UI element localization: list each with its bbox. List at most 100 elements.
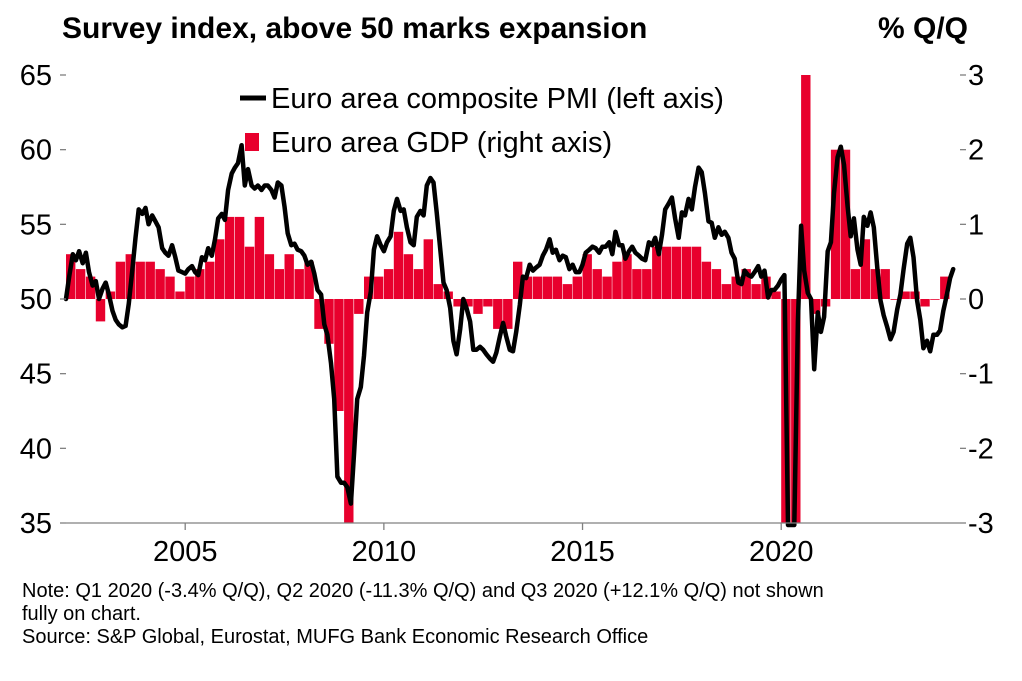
gdp-bar [701, 261, 712, 299]
gdp-bar [860, 239, 871, 299]
x-axis-tick-label: 2020 [749, 536, 814, 568]
gdp-bar [811, 299, 821, 314]
gdp-bar [453, 299, 463, 307]
right-axis-tick-label: -1 [968, 359, 994, 391]
gdp-bar [622, 254, 632, 299]
gdp-bar [493, 299, 503, 329]
gdp-bar [373, 276, 384, 299]
gdp-bar [731, 276, 741, 299]
gdp-bar [115, 261, 126, 299]
gdp-bar [771, 291, 781, 299]
gdp-bar [185, 276, 195, 299]
gdp-bar [433, 284, 443, 299]
right-axis-tick-label: 2 [968, 135, 984, 167]
gdp-bar [830, 149, 841, 299]
gdp-bar [284, 254, 294, 299]
gdp-bar [274, 269, 284, 299]
gdp-bar [532, 276, 543, 299]
right-axis-title: % Q/Q [877, 12, 968, 45]
gdp-bar [562, 284, 573, 299]
gdp-bar [691, 246, 702, 299]
gdp-bar [552, 276, 563, 299]
legend-bar-swatch [245, 133, 259, 151]
gdp-bar [900, 291, 910, 299]
gdp-bar [513, 261, 523, 299]
note-line-2: fully on chart. [22, 603, 141, 625]
gdp-bar [662, 246, 672, 299]
gdp-bar [473, 299, 483, 314]
gdp-bar [542, 276, 553, 299]
x-axis-tick-label: 2005 [153, 536, 218, 568]
gdp-bar [940, 276, 950, 299]
gdp-bar [354, 299, 364, 314]
gdp-bar [602, 276, 612, 299]
gdp-bar [671, 246, 682, 299]
source-line: Source: S&P Global, Eurostat, MUFG Bank … [22, 626, 649, 648]
axes: 35 40 45 50 55 60 65 -3 -2 -1 0 1 2 3 2005 2010 2015 2020 [20, 60, 994, 568]
gdp-bar [721, 284, 731, 299]
gdp-bar [850, 269, 861, 299]
legend-label-pmi: Euro area composite PMI (left axis) [271, 83, 724, 115]
gdp-bar [324, 299, 334, 344]
gdp-bar [314, 299, 324, 329]
gdp-bar [890, 299, 900, 300]
gdp-bar [741, 269, 751, 299]
gdp-bar [423, 239, 433, 299]
right-axis-tick-label: 0 [968, 284, 984, 316]
gdp-bar [294, 269, 304, 299]
gdp-bar [463, 299, 473, 307]
pmi-line [63, 142, 956, 528]
gdp-bar [681, 246, 692, 299]
gdp-bar [135, 261, 145, 299]
gdp-bar [582, 254, 592, 299]
gdp-bar [632, 269, 642, 299]
gdp-bar [304, 261, 314, 299]
gdp-bar [711, 269, 722, 299]
chart-title: Survey index, above 50 marks expansion [62, 12, 648, 45]
right-axis-tick-label: -3 [968, 508, 994, 540]
gdp-bar [801, 75, 811, 299]
left-axis-tick-label: 65 [20, 60, 52, 92]
gdp-bar [383, 269, 394, 299]
gdp-bar [920, 299, 930, 307]
gdp-bar [254, 216, 265, 299]
gdp-bar [572, 276, 582, 299]
x-axis-tick-label: 2010 [352, 536, 417, 568]
gdp-bar [522, 276, 533, 299]
gdp-bar [95, 299, 106, 322]
right-axis-tick-label: -2 [968, 433, 994, 465]
gdp-bar [592, 269, 602, 299]
gdp-bar [642, 269, 652, 299]
left-axis-tick-label: 40 [20, 433, 52, 465]
gdp-bar [413, 269, 424, 299]
gdp-bar [264, 254, 275, 299]
gdp-bar [751, 284, 761, 299]
gdp-bar [224, 216, 235, 299]
note-line-1: Note: Q1 2020 (-3.4% Q/Q), Q2 2020 (-11.… [22, 580, 824, 602]
gdp-bar [155, 269, 165, 299]
gdp-bar [145, 261, 155, 299]
gdp-bar [880, 269, 890, 299]
left-axis-tick-label: 50 [20, 284, 52, 316]
left-axis-tick-label: 60 [20, 135, 52, 167]
gdp-bar [503, 299, 513, 329]
gdp-bar [930, 299, 940, 300]
x-axis-tick-label: 2015 [550, 536, 615, 568]
gdp-bar [483, 299, 493, 307]
gdp-bar [195, 269, 205, 299]
left-axis-tick-label: 55 [20, 209, 52, 241]
gdp-bar [344, 299, 354, 523]
gdp-bar [244, 246, 255, 299]
right-axis-tick-label: 3 [968, 60, 984, 92]
right-axis-tick-label: 1 [968, 209, 984, 241]
legend: Euro area composite PMI (left axis) Euro… [240, 83, 724, 159]
gdp-bar [364, 276, 374, 299]
chart-note: Note: Q1 2020 (-3.4% Q/Q), Q2 2020 (-11.… [22, 580, 1007, 649]
gdp-bar [334, 299, 344, 411]
gdp-bar [393, 231, 404, 299]
left-axis-tick-label: 35 [20, 508, 52, 540]
gdp-bar [215, 239, 225, 299]
gdp-bar [234, 216, 245, 299]
gdp-bar [840, 149, 851, 299]
